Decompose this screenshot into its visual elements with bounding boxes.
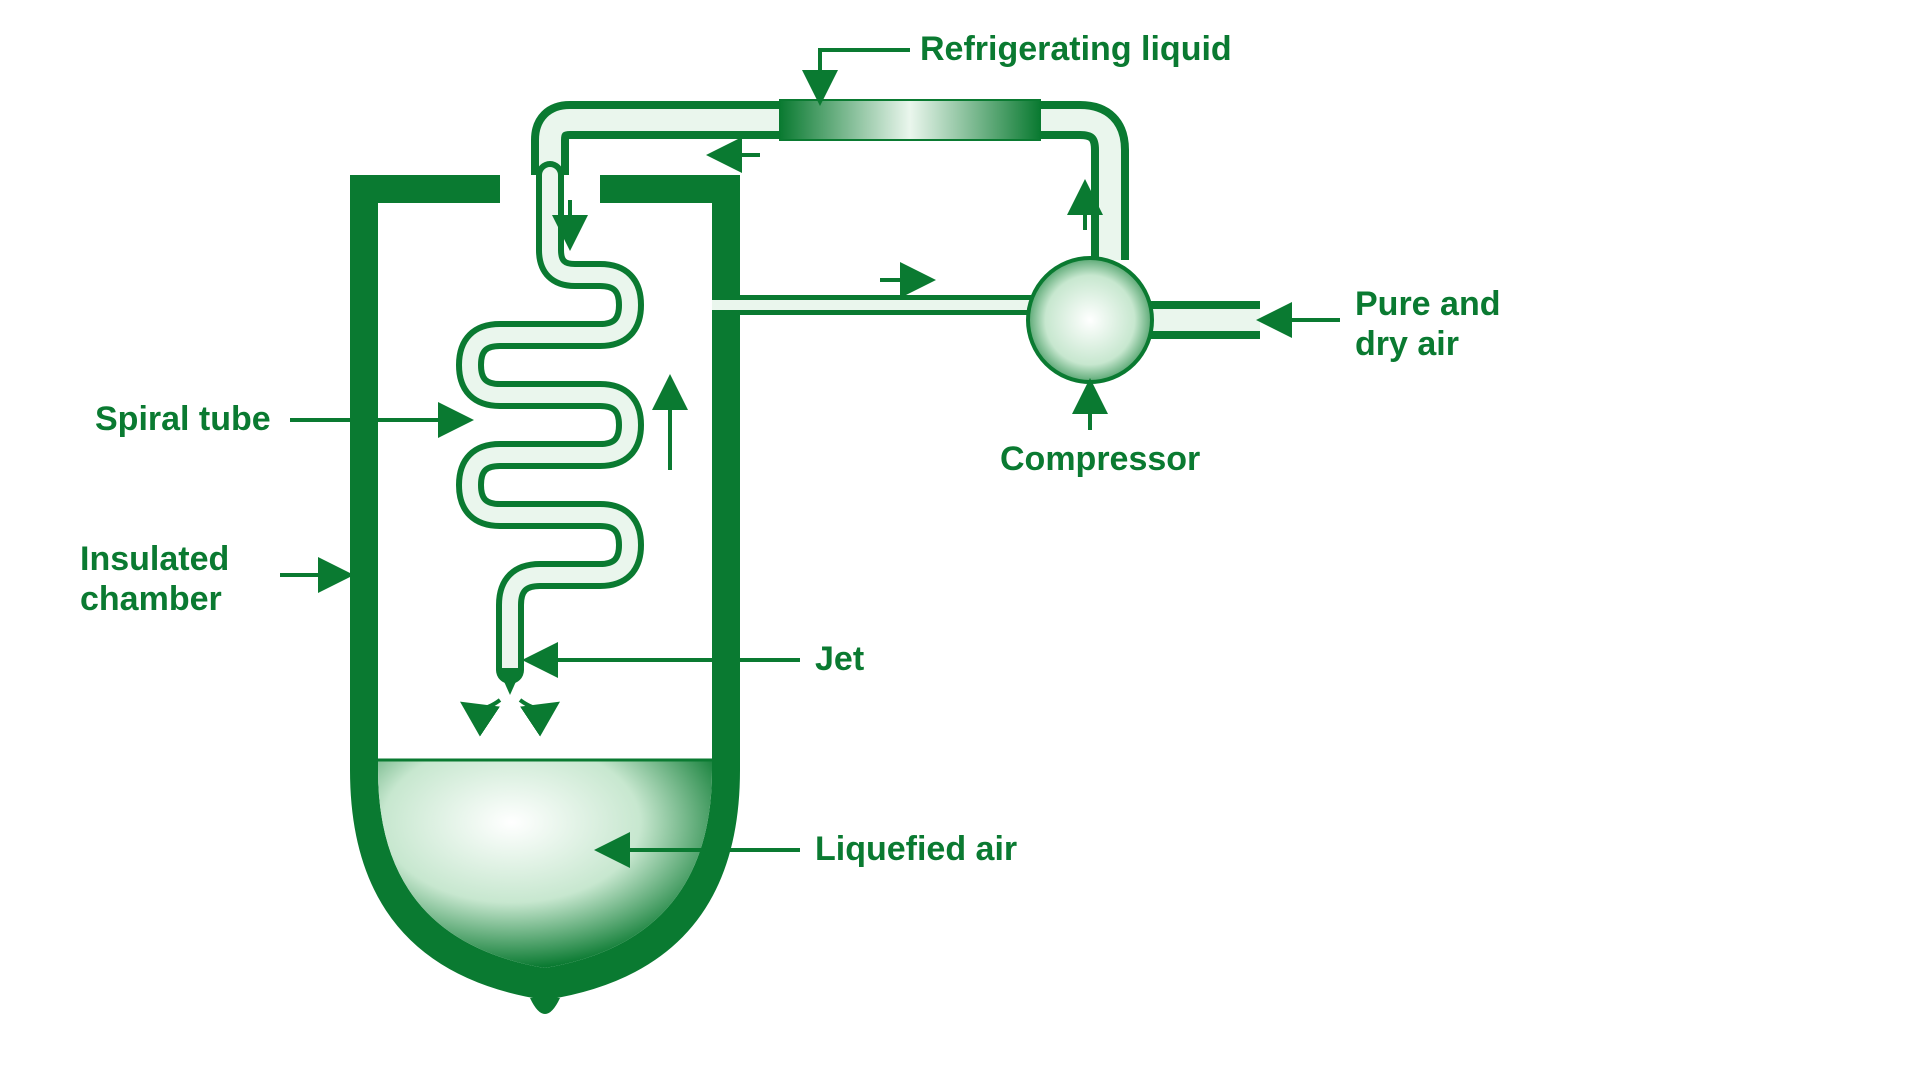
label-compressor: Compressor bbox=[1000, 440, 1200, 478]
label-pure-dry-air-1: Pure and bbox=[1355, 285, 1500, 323]
leader-refrigerating-liquid bbox=[820, 50, 910, 100]
label-insulated-chamber-1: Insulated bbox=[80, 540, 229, 578]
label-jet: Jet bbox=[815, 640, 864, 678]
insulated-chamber bbox=[350, 175, 740, 1014]
label-liquefied-air: Liquefied air bbox=[815, 830, 1017, 868]
jet-nozzle bbox=[498, 668, 522, 695]
labels: Refrigerating liquid Pure and dry air Co… bbox=[80, 30, 1500, 868]
label-insulated-chamber-2: chamber bbox=[80, 580, 222, 618]
spiral-tube bbox=[470, 175, 630, 695]
chamber-nipple bbox=[530, 998, 560, 1014]
label-refrigerating-liquid: Refrigerating liquid bbox=[920, 30, 1232, 68]
external-pipe bbox=[550, 120, 1260, 320]
label-spiral-tube: Spiral tube bbox=[95, 400, 271, 438]
compressor bbox=[1028, 258, 1152, 382]
cooler-block bbox=[780, 100, 1040, 140]
label-pure-dry-air-2: dry air bbox=[1355, 325, 1459, 363]
